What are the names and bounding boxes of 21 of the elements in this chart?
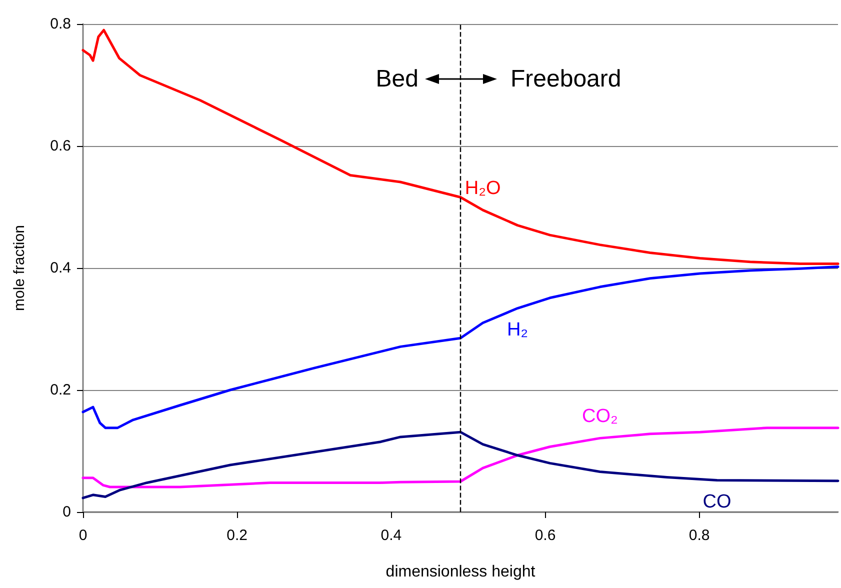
y-tick-label: 0.4 [50, 260, 71, 276]
series-label: CO [702, 491, 732, 512]
y-tick-label: 0.8 [50, 16, 71, 32]
line-series [82, 426, 840, 488]
x-tick-label: 0.6 [534, 527, 556, 544]
x-tick-label: 0.2 [226, 527, 248, 544]
annotation: Bed [376, 66, 418, 92]
line-series [82, 266, 840, 430]
series-label: CO₂ [582, 406, 618, 428]
annotation: Freeboard [510, 66, 622, 92]
y-tick-label: 0.2 [50, 382, 71, 398]
series-label: H₂ [506, 319, 528, 340]
y-axis-title: mole fraction [11, 225, 28, 311]
x-tick-label: 0 [78, 527, 88, 544]
y-tick-label: 0.6 [50, 138, 71, 154]
x-tick-label: 0.8 [688, 527, 710, 544]
y-tick-label: 0 [62, 504, 71, 520]
x-axis-title: dimensionless height [386, 564, 536, 580]
line-series [82, 28, 840, 265]
x-tick-label: 0.4 [380, 527, 402, 544]
series-label: H₂O [464, 178, 501, 200]
